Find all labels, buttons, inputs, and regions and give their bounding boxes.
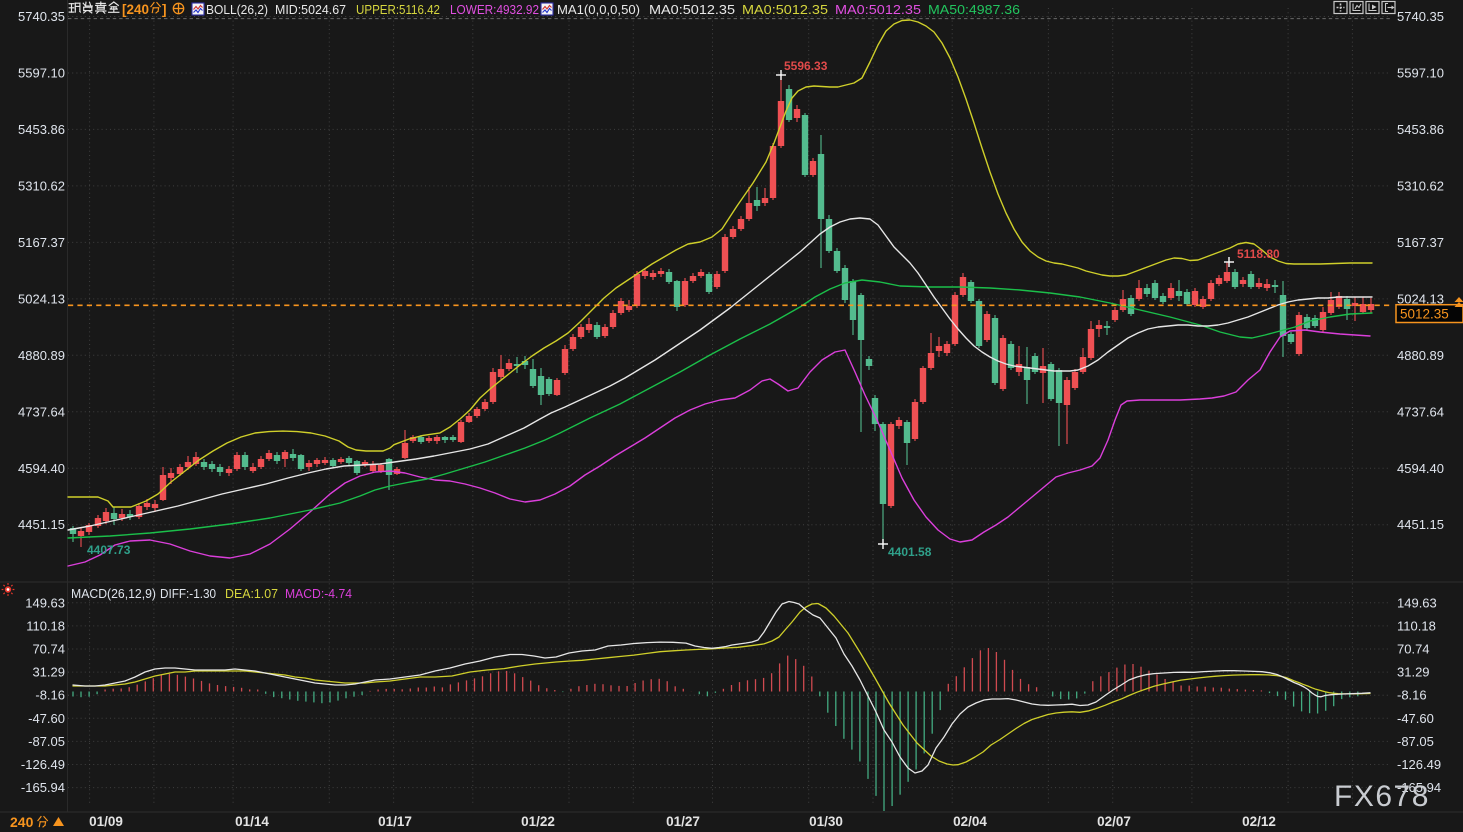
svg-text:01/22: 01/22 xyxy=(521,814,555,829)
svg-text:5740.35: 5740.35 xyxy=(1397,9,1444,24)
svg-text:DEA:1.07: DEA:1.07 xyxy=(225,586,278,601)
svg-text:MA50:4987.36: MA50:4987.36 xyxy=(928,2,1020,17)
svg-text:70.74: 70.74 xyxy=(1397,642,1430,657)
svg-text:MA1(0,0,0,50): MA1(0,0,0,50) xyxy=(557,2,640,17)
svg-text:5024.13: 5024.13 xyxy=(1397,291,1444,306)
svg-text:4737.64: 4737.64 xyxy=(1397,404,1444,419)
svg-text:5012.35: 5012.35 xyxy=(1400,306,1449,321)
svg-text:110.18: 110.18 xyxy=(26,618,65,633)
svg-text:-87.05: -87.05 xyxy=(28,734,65,749)
svg-text:5596.33: 5596.33 xyxy=(784,59,828,73)
svg-text:4594.40: 4594.40 xyxy=(18,461,65,476)
svg-text:01/27: 01/27 xyxy=(666,814,700,829)
svg-text:240: 240 xyxy=(10,814,34,830)
svg-text:5024.13: 5024.13 xyxy=(18,291,65,306)
svg-text:UPPER:5116.42: UPPER:5116.42 xyxy=(356,2,440,17)
svg-text:5310.62: 5310.62 xyxy=(1397,178,1444,193)
svg-text:5118.80: 5118.80 xyxy=(1237,247,1280,261)
svg-text:5453.86: 5453.86 xyxy=(18,122,65,137)
svg-text:DIFF:-1.30: DIFF:-1.30 xyxy=(160,586,216,601)
svg-text:FX678: FX678 xyxy=(1334,780,1430,813)
svg-text:4880.89: 4880.89 xyxy=(1397,348,1444,363)
svg-text:02/07: 02/07 xyxy=(1097,814,1131,829)
svg-text:4407.73: 4407.73 xyxy=(87,543,131,557)
svg-text:02/04: 02/04 xyxy=(953,814,987,829)
svg-text:-165.94: -165.94 xyxy=(1397,780,1441,795)
svg-text:4737.64: 4737.64 xyxy=(18,404,65,419)
svg-text:-47.60: -47.60 xyxy=(28,711,65,726)
svg-text:4451.15: 4451.15 xyxy=(18,517,65,532)
svg-text:4880.89: 4880.89 xyxy=(18,348,65,363)
svg-text:110.18: 110.18 xyxy=(1397,618,1436,633)
svg-text:4451.15: 4451.15 xyxy=(1397,517,1444,532)
svg-text:MA0:5012.35: MA0:5012.35 xyxy=(742,2,828,17)
svg-text:LOWER:4932.92: LOWER:4932.92 xyxy=(450,2,539,17)
svg-text:01/09: 01/09 xyxy=(89,814,123,829)
svg-text:149.63: 149.63 xyxy=(1397,595,1437,610)
svg-text:[240: [240 xyxy=(122,2,149,17)
svg-text:-126.49: -126.49 xyxy=(1397,757,1441,772)
svg-text:01/30: 01/30 xyxy=(809,814,843,829)
svg-text:MID:5024.67: MID:5024.67 xyxy=(275,2,346,17)
svg-text:5167.37: 5167.37 xyxy=(1397,235,1444,250)
svg-text:4594.40: 4594.40 xyxy=(1397,461,1444,476)
svg-text:-165.94: -165.94 xyxy=(21,780,65,795)
svg-text:5453.86: 5453.86 xyxy=(1397,122,1444,137)
svg-text:5740.35: 5740.35 xyxy=(18,9,65,24)
svg-text:70.74: 70.74 xyxy=(32,642,65,657)
svg-text:MACD(26,12,9): MACD(26,12,9) xyxy=(71,586,156,601)
svg-text:4401.58: 4401.58 xyxy=(888,545,932,559)
svg-text:-8.16: -8.16 xyxy=(1397,688,1427,703)
svg-text:01/17: 01/17 xyxy=(378,814,412,829)
svg-text:MACD:-4.74: MACD:-4.74 xyxy=(285,586,352,601)
svg-text:BOLL(26,2): BOLL(26,2) xyxy=(206,2,268,17)
svg-text:5167.37: 5167.37 xyxy=(18,235,65,250)
svg-text:31.29: 31.29 xyxy=(1397,665,1430,680)
svg-text:]: ] xyxy=(162,2,167,17)
svg-text:-47.60: -47.60 xyxy=(1397,711,1434,726)
svg-text:MA0:5012.35: MA0:5012.35 xyxy=(835,2,921,17)
svg-text:31.29: 31.29 xyxy=(32,665,65,680)
svg-text:-126.49: -126.49 xyxy=(21,757,65,772)
svg-text:01/14: 01/14 xyxy=(235,814,269,829)
svg-text:5597.10: 5597.10 xyxy=(1397,66,1444,81)
svg-text:149.63: 149.63 xyxy=(25,595,65,610)
svg-text:5310.62: 5310.62 xyxy=(18,178,65,193)
svg-text:MA0:5012.35: MA0:5012.35 xyxy=(649,2,735,17)
svg-text:02/12: 02/12 xyxy=(1242,814,1276,829)
svg-text:5597.10: 5597.10 xyxy=(18,66,65,81)
svg-text:-8.16: -8.16 xyxy=(35,688,65,703)
svg-text:-87.05: -87.05 xyxy=(1397,734,1434,749)
